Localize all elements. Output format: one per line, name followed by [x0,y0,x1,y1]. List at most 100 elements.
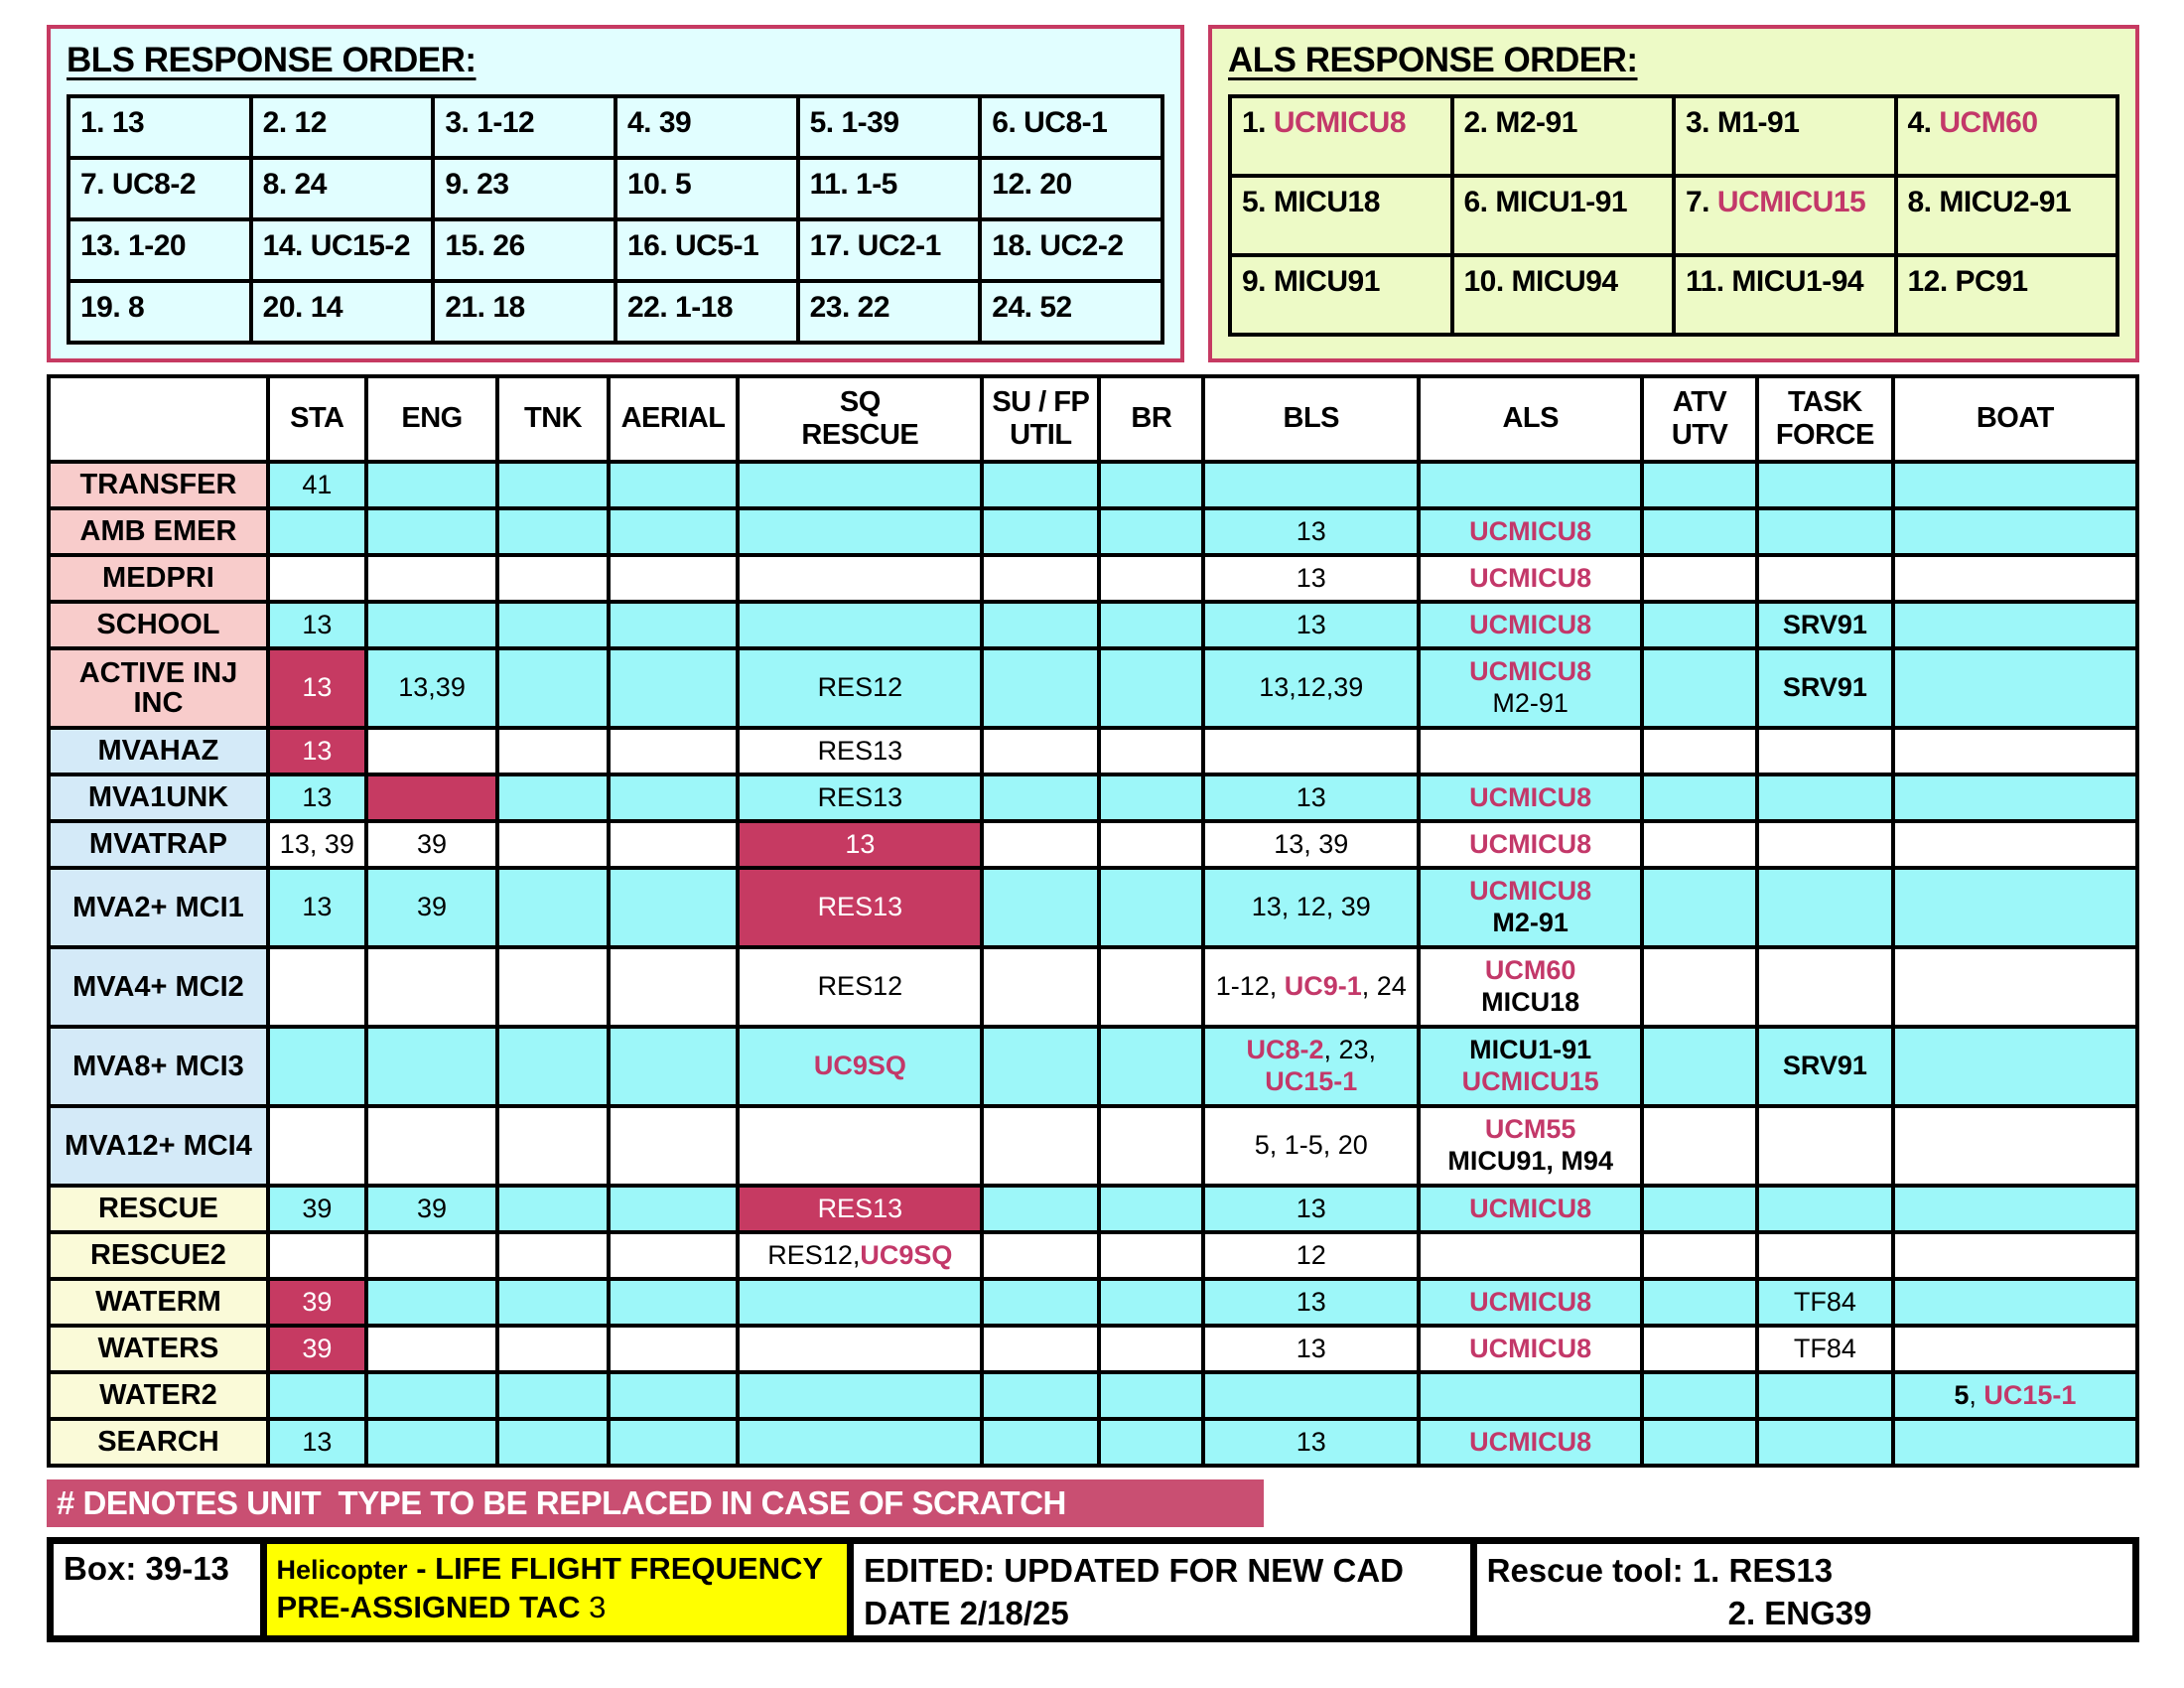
cell-text-line: RES13 [817,735,903,766]
matrix-cell-sta: 39 [265,1324,368,1374]
matrix-cell-tnk [495,600,611,650]
row-label: ACTIVE INJ INC [47,646,270,730]
matrix-cell-bls: 13 [1201,1277,1422,1328]
matrix-cell-tnk [495,1277,611,1328]
matrix-cell-sta [265,1104,368,1188]
matrix-cell-sta: 13 [265,866,368,949]
matrix-cell-bls: 13 [1201,1324,1422,1374]
matrix-cell-als [1417,726,1645,776]
matrix-cell-als [1417,1230,1645,1281]
bls-order-cell: 10. 5 [613,156,800,221]
matrix-cell-br [1097,600,1206,650]
bls-response-order-table: 1. 13 2. 12 3. 1-12 4. 39 5. 1-39 6. UC8-1 7. … [67,94,1164,345]
column-header-label [47,374,270,464]
cell-text-line: 13 [1296,562,1326,593]
matrix-cell-bls: 13, 39 [1201,819,1422,870]
matrix-cell-aerial [606,1184,741,1234]
matrix-cell-tnk [495,1104,611,1188]
column-header-atv: ATV UTV [1640,374,1759,464]
matrix-cell-bls: 13 [1201,773,1422,823]
matrix-cell-boat [1890,646,2140,730]
matrix-cell-atv [1640,600,1759,650]
matrix-cell-tnk [495,866,611,949]
cell-text-line: 13, 39 [279,828,354,859]
bls-response-order-panel: BLS RESPONSE ORDER: 1. 13 2. 12 3. 1-12 4. … [47,25,1184,362]
matrix-cell-sufp [980,1370,1102,1421]
matrix-cell-atv [1640,553,1759,604]
column-header-sufp: SU / FP UTIL [980,374,1102,464]
matrix-cell-task: SRV91 [1754,1025,1895,1108]
bls-order-cell: 9. 23 [431,156,617,221]
row-mva12-mci4: MVA12+ MCI4 5, 1-5, 20 UCM55 MICU91, M94 [47,1104,2140,1188]
bls-order-cell: 14. UC15-2 [248,217,436,283]
row-label: TRANSFER [47,460,270,510]
matrix-cell-task [1754,460,1895,510]
column-header-sq: SQ RESCUE [736,374,985,464]
matrix-cell-eng [363,1417,500,1468]
matrix-cell-br [1097,819,1206,870]
matrix-cell-als: UCMICU8 [1417,600,1645,650]
matrix-cell-sta: 39 [265,1184,368,1234]
column-header-aerial: AERIAL [606,374,741,464]
matrix-cell-aerial [606,1417,741,1468]
matrix-cell-eng: 39 [363,866,500,949]
bls-order-cell: 2. 12 [248,94,436,160]
matrix-cell-boat [1890,945,2140,1029]
row-waterm: WATERM 39 13 UCMICU8 TF84 [47,1277,2140,1328]
row-rescue2: RESCUE2 RES12,UC9SQ 12 [47,1230,2140,1281]
matrix-cell-atv [1640,1230,1759,1281]
matrix-cell-br [1097,460,1206,510]
row-mvatrap: MVATRAP 13, 39 39 13 13, 39 UCMICU8 [47,819,2140,870]
matrix-cell-tnk [495,726,611,776]
matrix-cell-boat [1890,773,2140,823]
cell-text-line: SRV91 [1782,1051,1867,1081]
cell-text-line: M2-91 [1492,908,1569,937]
matrix-cell-eng [363,553,500,604]
matrix-cell-atv [1640,1370,1759,1421]
row-waters: WATERS 39 13 UCMICU8 TF84 [47,1324,2140,1374]
matrix-cell-sufp [980,726,1102,776]
matrix-cell-als: UCMICU8 [1417,553,1645,604]
bls-order-cell: 12. 20 [978,156,1164,221]
matrix-cell-br [1097,1324,1206,1374]
matrix-cell-atv [1640,819,1759,870]
matrix-cell-als: UCMICU8 [1417,1324,1645,1374]
cell-text-line: UCMICU8 [1469,876,1592,907]
column-header-boat: BOAT [1890,374,2140,464]
matrix-cell-sta: 13 [265,1417,368,1468]
cell-text-line: 39 [417,892,448,922]
matrix-cell-bls: 13 [1201,1417,1422,1468]
matrix-cell-boat: 5, UC15-1 [1890,1370,2140,1421]
matrix-cell-boat [1890,1025,2140,1108]
cell-text-line: RES12,UC9SQ [767,1239,953,1270]
bls-order-cell: 18. UC2-2 [978,217,1164,283]
matrix-cell-tnk [495,506,611,557]
matrix-cell-atv [1640,866,1759,949]
matrix-cell-sta [265,553,368,604]
matrix-cell-eng [363,945,500,1029]
matrix-cell-atv [1640,945,1759,1029]
row-label: MVA1UNK [47,773,270,823]
als-order-row: 1. UCMICU8 2. M2-91 3. M1-91 4. UCM60 [1228,94,2119,178]
bls-order-cell: 15. 26 [431,217,617,283]
matrix-cell-task [1754,1417,1895,1468]
matrix-cell-als: MICU1-91 UCMICU15 [1417,1025,1645,1108]
matrix-cell-sq [736,460,985,510]
tac-number: 3 [580,1589,607,1624]
cell-text-line: 13 [302,781,333,812]
als-order-cell: 6. MICU1-91 [1449,174,1676,257]
matrix-cell-als: UCMICU8 M2-91 [1417,646,1645,730]
als-order-cell: 8. MICU2-91 [1893,174,2119,257]
matrix-cell-sta [265,945,368,1029]
matrix-cell-sta: 13, 39 [265,819,368,870]
matrix-cell-eng [363,1370,500,1421]
matrix-cell-als [1417,1370,1645,1421]
matrix-cell-sufp [980,553,1102,604]
matrix-cell-bls: 1-12, UC9-1, 24 [1201,945,1422,1029]
footer-helicopter-note: Helicopter - LIFE FLIGHT FREQUENCY PRE-A… [259,1537,855,1642]
matrix-cell-sq: 13 [736,819,985,870]
matrix-cell-bls: 13, 12, 39 [1201,866,1422,949]
helicopter-note-line1: Helicopter - LIFE FLIGHT FREQUENCY [277,1550,838,1589]
footer-rescue-tool-note: Rescue tool: 1. RES13 2. ENG39 [1469,1537,2139,1642]
matrix-cell-eng [363,1277,500,1328]
